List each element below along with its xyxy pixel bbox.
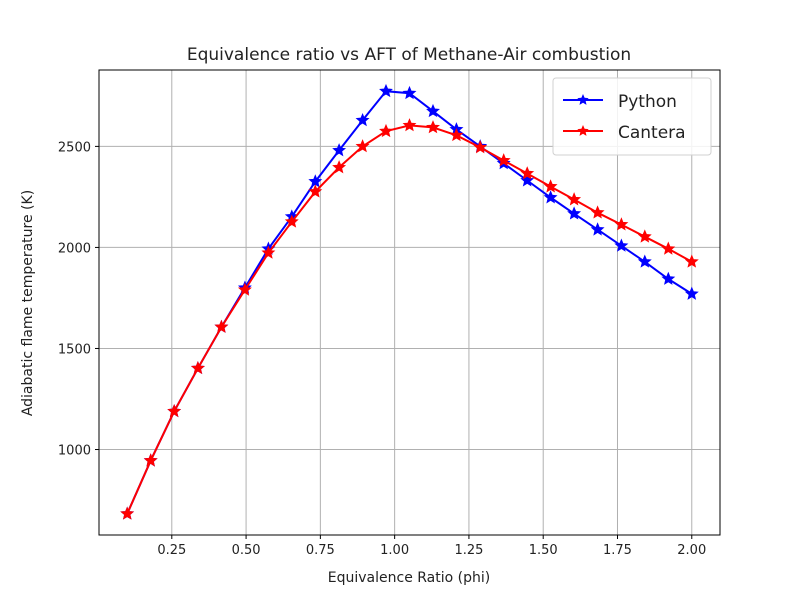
legend-label: Python [618, 92, 677, 112]
y-axis-label: Adiabatic flame temperature (K) [20, 190, 36, 416]
data-point [402, 85, 417, 100]
y-tick-label: 1000 [58, 444, 91, 459]
legend-marker [577, 94, 589, 105]
data-point [567, 206, 582, 220]
data-point [473, 140, 488, 154]
x-axis-label: Equivalence Ratio (phi) [328, 570, 490, 586]
data-point [661, 271, 676, 285]
chart-title: Equivalence ratio vs AFT of Methane-Air … [187, 45, 631, 65]
data-point [237, 282, 252, 296]
legend-marker [577, 125, 589, 136]
data-point [308, 184, 323, 198]
legend-label: Cantera [618, 123, 686, 143]
data-point [543, 179, 558, 193]
data-point [567, 192, 582, 206]
data-point [214, 319, 229, 333]
data-point [637, 229, 652, 243]
plot-frame [98, 69, 721, 536]
data-point [684, 286, 699, 300]
series-line [126, 124, 693, 515]
data-point [332, 160, 347, 174]
legend-box [552, 77, 712, 156]
x-tick-label: 0.25 [157, 543, 186, 558]
data-point [167, 404, 182, 418]
data-point [520, 173, 535, 187]
data-point [684, 254, 699, 268]
data-point [120, 506, 135, 520]
x-tick-label: 2.00 [677, 543, 706, 558]
x-tick-label: 0.75 [306, 543, 335, 558]
data-point [520, 166, 535, 180]
data-point [402, 118, 417, 132]
data-point [661, 241, 676, 255]
data-point [426, 103, 440, 118]
data-point [590, 205, 605, 219]
data-point [637, 254, 652, 268]
data-point [261, 245, 276, 259]
data-point [190, 360, 205, 375]
x-tick-label: 1.00 [380, 543, 409, 558]
data-point [379, 123, 393, 138]
data-point [496, 153, 511, 167]
y-tick-label: 1500 [58, 342, 91, 357]
data-point [308, 174, 323, 188]
data-point [590, 222, 605, 236]
data-point [379, 83, 393, 98]
data-point [332, 143, 347, 157]
x-tick-label: 0.50 [232, 543, 261, 558]
series-cantera [120, 118, 699, 520]
data-point [614, 217, 629, 231]
data-point [284, 214, 299, 228]
data-point [614, 238, 629, 252]
data-point [355, 112, 370, 127]
legend: Python Cantera [552, 77, 712, 156]
x-tick-label: 1.75 [603, 543, 632, 558]
y-tick-label: 2500 [58, 140, 91, 155]
x-tick-label: 1.25 [454, 543, 483, 558]
data-point [355, 139, 370, 153]
y-tick-label: 2000 [58, 241, 91, 256]
data-point [143, 453, 158, 467]
data-point [426, 120, 440, 134]
x-tick-label: 1.50 [529, 543, 558, 558]
data-point [449, 127, 464, 142]
data-point [543, 190, 558, 204]
